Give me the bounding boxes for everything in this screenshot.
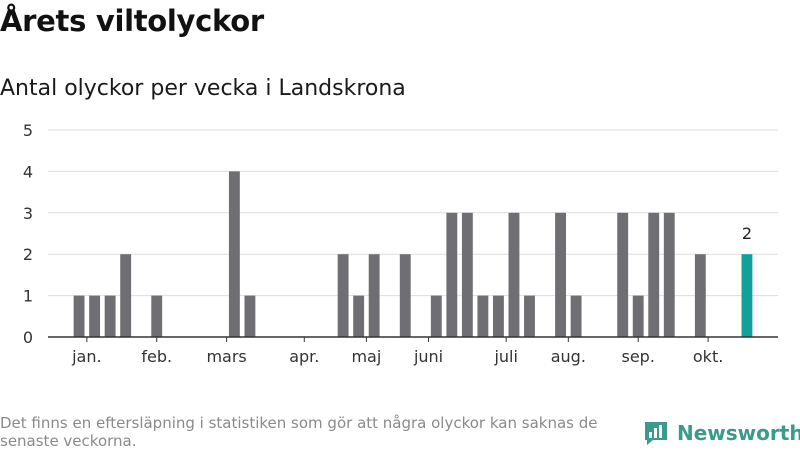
bar xyxy=(632,295,644,337)
bar xyxy=(446,212,458,337)
bar xyxy=(399,254,411,337)
footnote: Det finns en eftersläpning i statistiken… xyxy=(0,414,598,450)
chart-title: Årets viltolyckor xyxy=(0,4,264,38)
bar-highlight xyxy=(741,254,753,337)
chart-subtitle: Antal olyckor per vecka i Landskrona xyxy=(0,76,406,101)
data-label: 2 xyxy=(742,224,752,243)
brand-name: Newsworthy xyxy=(677,421,800,445)
bar xyxy=(120,254,132,337)
y-tick-label: 2 xyxy=(23,245,33,264)
y-tick-label: 3 xyxy=(23,204,33,223)
bar xyxy=(663,212,675,337)
bar xyxy=(151,295,163,337)
bar xyxy=(228,171,240,337)
x-tick-label: juli xyxy=(493,347,517,366)
bar xyxy=(508,212,520,337)
bar xyxy=(368,254,380,337)
y-tick-label: 1 xyxy=(23,287,33,306)
brand-logo[interactable]: Newsworthy xyxy=(643,420,800,446)
y-tick-label: 5 xyxy=(23,121,33,140)
bar xyxy=(524,295,535,337)
newsworthy-logo-icon xyxy=(645,422,667,445)
x-tick-label: jan. xyxy=(71,347,101,366)
bar xyxy=(353,295,365,337)
bar xyxy=(492,295,504,337)
bar xyxy=(694,254,706,337)
x-tick-label: sep. xyxy=(622,347,655,366)
x-tick-label: feb. xyxy=(141,347,172,366)
bar xyxy=(104,295,116,337)
x-tick-label: juni xyxy=(413,347,443,366)
bar xyxy=(430,295,442,337)
bar xyxy=(89,295,101,337)
bar xyxy=(477,295,489,337)
y-tick-label: 4 xyxy=(23,162,33,181)
x-tick-label: okt. xyxy=(693,347,723,366)
bar xyxy=(73,295,85,337)
bar xyxy=(244,295,256,337)
bar xyxy=(337,254,349,337)
x-tick-label: mars xyxy=(206,347,246,366)
x-tick-label: maj xyxy=(351,347,381,366)
bar xyxy=(555,212,566,337)
bar-chart: 0 1 2 3 4 5 2 jan. feb. mars apr. maj juni juli aug. se… xyxy=(23,121,778,366)
y-tick-label: 0 xyxy=(23,328,33,347)
bar xyxy=(461,212,473,337)
bar xyxy=(570,295,582,337)
x-tick-label: aug. xyxy=(551,347,586,366)
bar xyxy=(617,212,629,337)
bar xyxy=(648,212,660,337)
x-tick-label: apr. xyxy=(289,347,319,366)
